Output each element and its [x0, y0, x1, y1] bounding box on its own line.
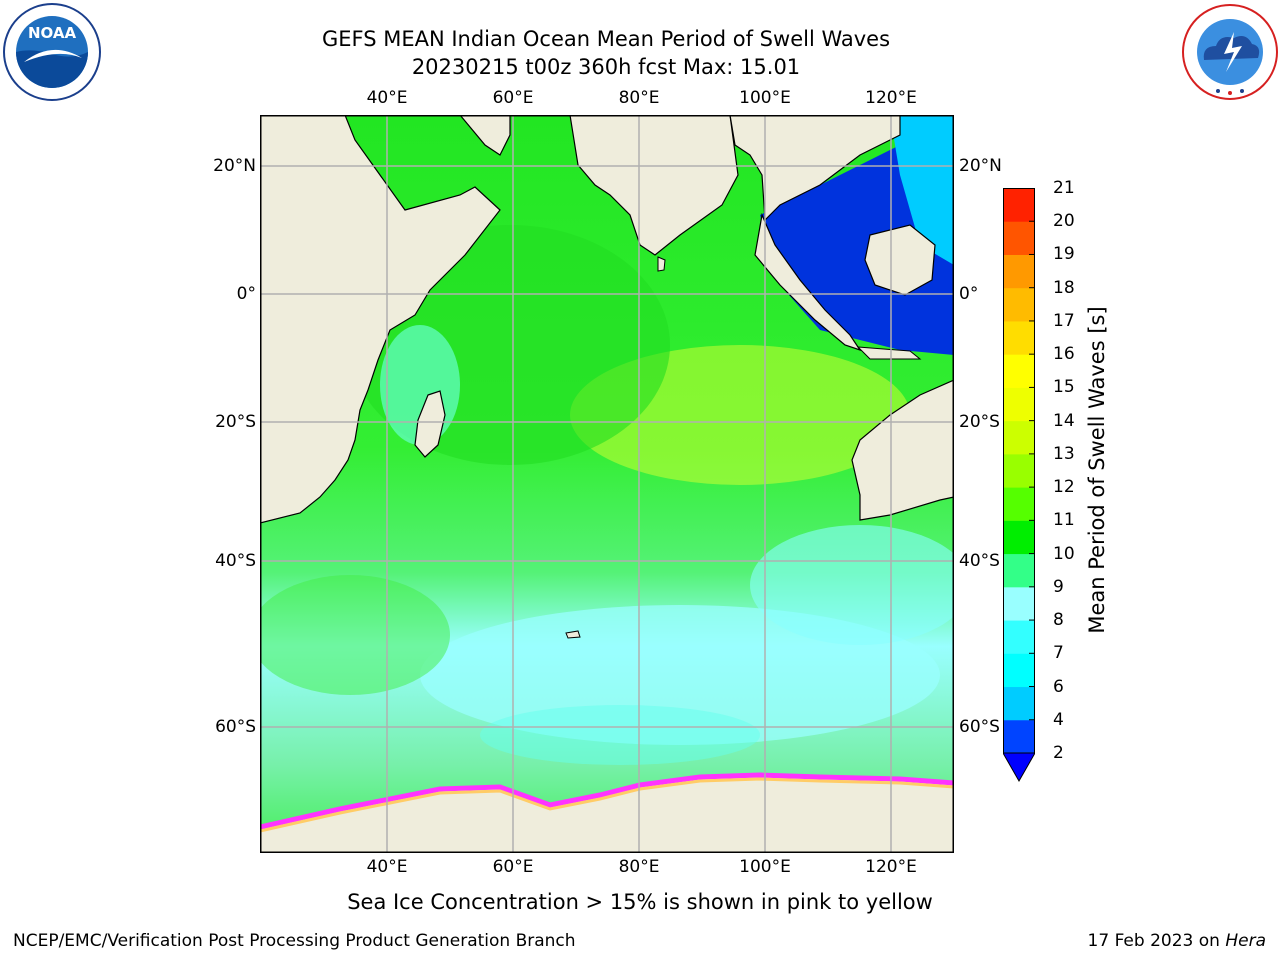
- land-africa: [260, 115, 501, 524]
- bottom-lon-tick: 120°E: [865, 857, 917, 877]
- right-lat-tick: 20°S: [959, 412, 1000, 432]
- colorbar-tick-label: 8: [1053, 610, 1064, 631]
- top-lon-tick: 80°E: [618, 88, 660, 108]
- colorbar-segment: [1003, 719, 1035, 754]
- colorbar-segment: [1003, 287, 1035, 322]
- colorbar-tick-label: 2: [1053, 743, 1064, 763]
- colorbar-tick-label: 9: [1053, 576, 1064, 597]
- noaa-logo-text: NOAA: [28, 24, 77, 42]
- colorbar-tick-label: 10: [1053, 543, 1075, 564]
- colorbar-tick-label: 15: [1053, 377, 1075, 398]
- left-lat-tick: 20°N: [213, 156, 256, 176]
- colorbar-tick-label: 21: [1053, 178, 1075, 198]
- bottom-lon-axis: 40°E 60°E 80°E 100°E 120°E: [0, 857, 1280, 879]
- nws-logo: [1180, 2, 1280, 102]
- colorbar-segment: [1003, 387, 1035, 422]
- left-lat-tick: 60°S: [215, 717, 256, 737]
- swell-field-9s-south: [480, 705, 760, 765]
- right-lat-tick: 0°: [959, 284, 979, 304]
- credit-text: NCEP/EMC/Verification Post Processing Pr…: [13, 931, 576, 951]
- right-lat-tick: 20°N: [959, 156, 1002, 176]
- left-lat-tick: 20°S: [215, 412, 256, 432]
- right-lat-axis: 20°N 0° 20°S 40°S 60°S: [959, 0, 1019, 960]
- colorbar-tick-label: 6: [1053, 676, 1064, 697]
- colorbar-tick-label: 16: [1053, 344, 1075, 365]
- colorbar-segment: [1003, 653, 1035, 688]
- swell-field-5s: [890, 115, 954, 265]
- colorbar-graphic: [1002, 187, 1036, 783]
- swell-period-map: [260, 115, 954, 853]
- land-se-asia: [729, 115, 901, 222]
- noaa-logo: NOAA: [2, 2, 102, 102]
- top-lon-tick: 40°E: [366, 88, 408, 108]
- colorbar-segment: [1003, 686, 1035, 721]
- right-lat-tick: 40°S: [959, 551, 1000, 571]
- date-text: 17 Feb 2023 on Hera: [1088, 931, 1266, 951]
- colorbar-segment: [1003, 453, 1035, 488]
- colorbar-segment: [1003, 254, 1035, 289]
- colorbar-tick-label: 17: [1053, 310, 1075, 331]
- sea-ice-inner: [260, 777, 954, 833]
- colorbar-segment: [1003, 620, 1035, 654]
- right-lat-tick: 60°S: [959, 717, 1000, 737]
- land-sri-lanka: [657, 256, 666, 272]
- sea-ice-edge: [260, 772, 954, 830]
- top-lon-tick: 120°E: [865, 88, 917, 108]
- colorbar-tick-label: 13: [1053, 443, 1075, 464]
- bottom-lon-tick: 100°E: [739, 857, 791, 877]
- map-border: [260, 115, 954, 853]
- map-panel: [260, 115, 954, 853]
- left-lat-axis: 20°N 0° 20°S 40°S 60°S: [190, 0, 256, 960]
- chart-subtitle: 20230215 t00z 360h fcst Max: 15.01: [411, 55, 801, 79]
- swell-field-10s: [260, 575, 450, 695]
- colorbar-segment: [1003, 553, 1035, 588]
- colorbar-segment: [1003, 354, 1035, 388]
- colorbar-tick-label: 12: [1053, 477, 1075, 498]
- colorbar-tick-label: 7: [1053, 643, 1064, 664]
- colorbar-title: Mean Period of Swell Waves [s]: [1085, 306, 1109, 634]
- land-madagascar: [414, 390, 446, 458]
- colorbar-tick-label: 14: [1053, 410, 1075, 431]
- top-lon-tick: 100°E: [739, 88, 791, 108]
- colorbar-tick-label: 19: [1053, 244, 1075, 265]
- colorbar-segment: [1003, 420, 1035, 455]
- chart-title: GEFS MEAN Indian Ocean Mean Period of Sw…: [321, 27, 891, 51]
- colorbar-frame: [1003, 188, 1035, 753]
- land-india: [569, 115, 739, 256]
- colorbar-under-triangle: [1002, 752, 1036, 783]
- land-australia: [851, 379, 954, 521]
- sea-ice-note: Sea Ice Concentration > 15% is shown in …: [347, 890, 933, 914]
- colorbar-segment: [1003, 320, 1035, 355]
- top-lon-axis: 40°E 60°E 80°E 100°E 120°E: [0, 88, 1280, 110]
- land-arabia: [459, 115, 511, 156]
- colorbar-tick-label: 20: [1053, 211, 1075, 232]
- colorbar-segment: [1003, 520, 1035, 555]
- machine-name: Hera: [1225, 931, 1266, 951]
- land-borneo: [864, 224, 936, 296]
- colorbar-segment: [1003, 586, 1035, 621]
- colorbar: [1002, 187, 1036, 783]
- map-gridlines: [260, 115, 954, 853]
- bottom-lon-tick: 80°E: [618, 857, 660, 877]
- colorbar-labels: 2 4 6 7 8 9 10 11 12 13 14 15 16 17 18 19 20 21: [1053, 0, 1093, 960]
- colorbar-segment: [1003, 188, 1035, 222]
- land-kerguelen: [565, 630, 581, 639]
- swell-field-8s-east: [750, 525, 954, 645]
- left-lat-tick: 0°: [236, 284, 256, 304]
- bottom-lon-tick: 40°E: [366, 857, 408, 877]
- bottom-lon-tick: 60°E: [492, 857, 534, 877]
- colorbar-segment: [1003, 221, 1035, 255]
- colorbar-tick-label: 11: [1053, 510, 1075, 531]
- top-lon-tick: 60°E: [492, 88, 534, 108]
- colorbar-tick-label: 18: [1053, 277, 1075, 298]
- date-label: 17 Feb 2023 on: [1087, 931, 1226, 951]
- land-java: [856, 346, 922, 360]
- colorbar-tick-label: 4: [1053, 709, 1064, 730]
- left-lat-tick: 40°S: [215, 551, 256, 571]
- colorbar-segment: [1003, 487, 1035, 521]
